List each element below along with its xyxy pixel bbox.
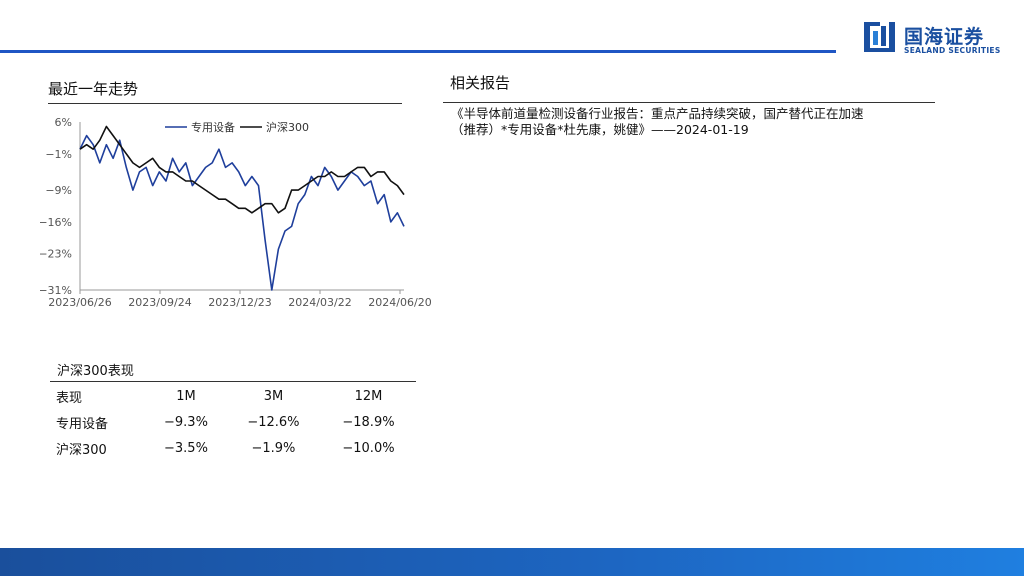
y-tick-label: −23% — [40, 248, 72, 261]
series-line-equipment — [79, 134, 405, 291]
related-reports-divider — [443, 102, 935, 103]
table-cell: −1.9% — [251, 440, 296, 456]
related-reports-title: 相关报告 — [450, 74, 511, 92]
trend-section-divider — [48, 103, 402, 104]
table-title: 沪深300表现 — [57, 364, 134, 379]
performance-table: 表现 1M 3M 12M 专用设备 −9.3% −12.6% −18.9% 沪深… — [50, 383, 416, 461]
table-cell: −3.5% — [164, 440, 208, 456]
header-cell: 表现 — [56, 390, 83, 406]
header-cell: 12M — [354, 388, 383, 404]
table-cell: −10.0% — [342, 440, 395, 456]
table-cell: −18.9% — [342, 414, 395, 430]
y-tick-label: −31% — [40, 284, 72, 297]
brand-mark-icon — [864, 22, 895, 52]
table-cell: −12.6% — [247, 414, 300, 430]
brand-name-cn: 国海证券 — [904, 26, 985, 48]
x-tick-label: 2023/09/24 — [128, 296, 191, 309]
report-line-1: 《半导体前道量检测设备行业报告：重点产品持续突破，国产替代正在加速 — [451, 106, 864, 121]
bottom-accent-bar — [0, 548, 1024, 576]
series-line-csi300 — [79, 125, 405, 214]
header-cell: 1M — [176, 388, 196, 404]
x-tick-label: 2024/06/20 — [368, 296, 431, 309]
table-cell: 沪深300 — [56, 442, 107, 458]
y-tick-label: −16% — [40, 216, 72, 229]
table-header-row: 表现 1M 3M 12M — [50, 383, 416, 409]
x-tick-label: 2024/03/22 — [288, 296, 351, 309]
report-line-2: （推荐）*专用设备*杜先康，姚健》——2024-01-19 — [451, 122, 749, 137]
y-tick-label: −9% — [45, 184, 72, 197]
x-tick-label: 2023/06/26 — [48, 296, 111, 309]
y-tick-label: −1% — [45, 148, 72, 161]
related-report-link[interactable]: 《半导体前道量检测设备行业报告：重点产品持续突破，国产替代正在加速 （推荐）*专… — [451, 106, 921, 138]
legend-label: 专用设备 — [191, 120, 235, 134]
x-tick-label: 2023/12/23 — [208, 296, 271, 309]
brand-logo: 国海证券 SEALAND SECURITIES — [862, 20, 1012, 60]
top-accent-bar — [0, 50, 836, 53]
table-row: 专用设备 −9.3% −12.6% −18.9% — [50, 409, 416, 435]
performance-line-chart: 6% −1% −9% −16% −23% −31%2023/06/26 2023/09/24… — [40, 116, 432, 309]
brand-name-en: SEALAND SECURITIES — [904, 46, 1001, 55]
header-cell: 3M — [263, 388, 284, 404]
y-tick-label: 6% — [55, 116, 72, 129]
trend-section-title: 最近一年走势 — [48, 80, 139, 98]
table-row: 沪深300 −3.5% −1.9% −10.0% — [50, 435, 416, 461]
table-top-rule — [50, 381, 416, 382]
table-cell: 专用设备 — [56, 416, 109, 432]
legend-label: 沪深300 — [266, 120, 309, 134]
table-cell: −9.3% — [164, 414, 208, 430]
